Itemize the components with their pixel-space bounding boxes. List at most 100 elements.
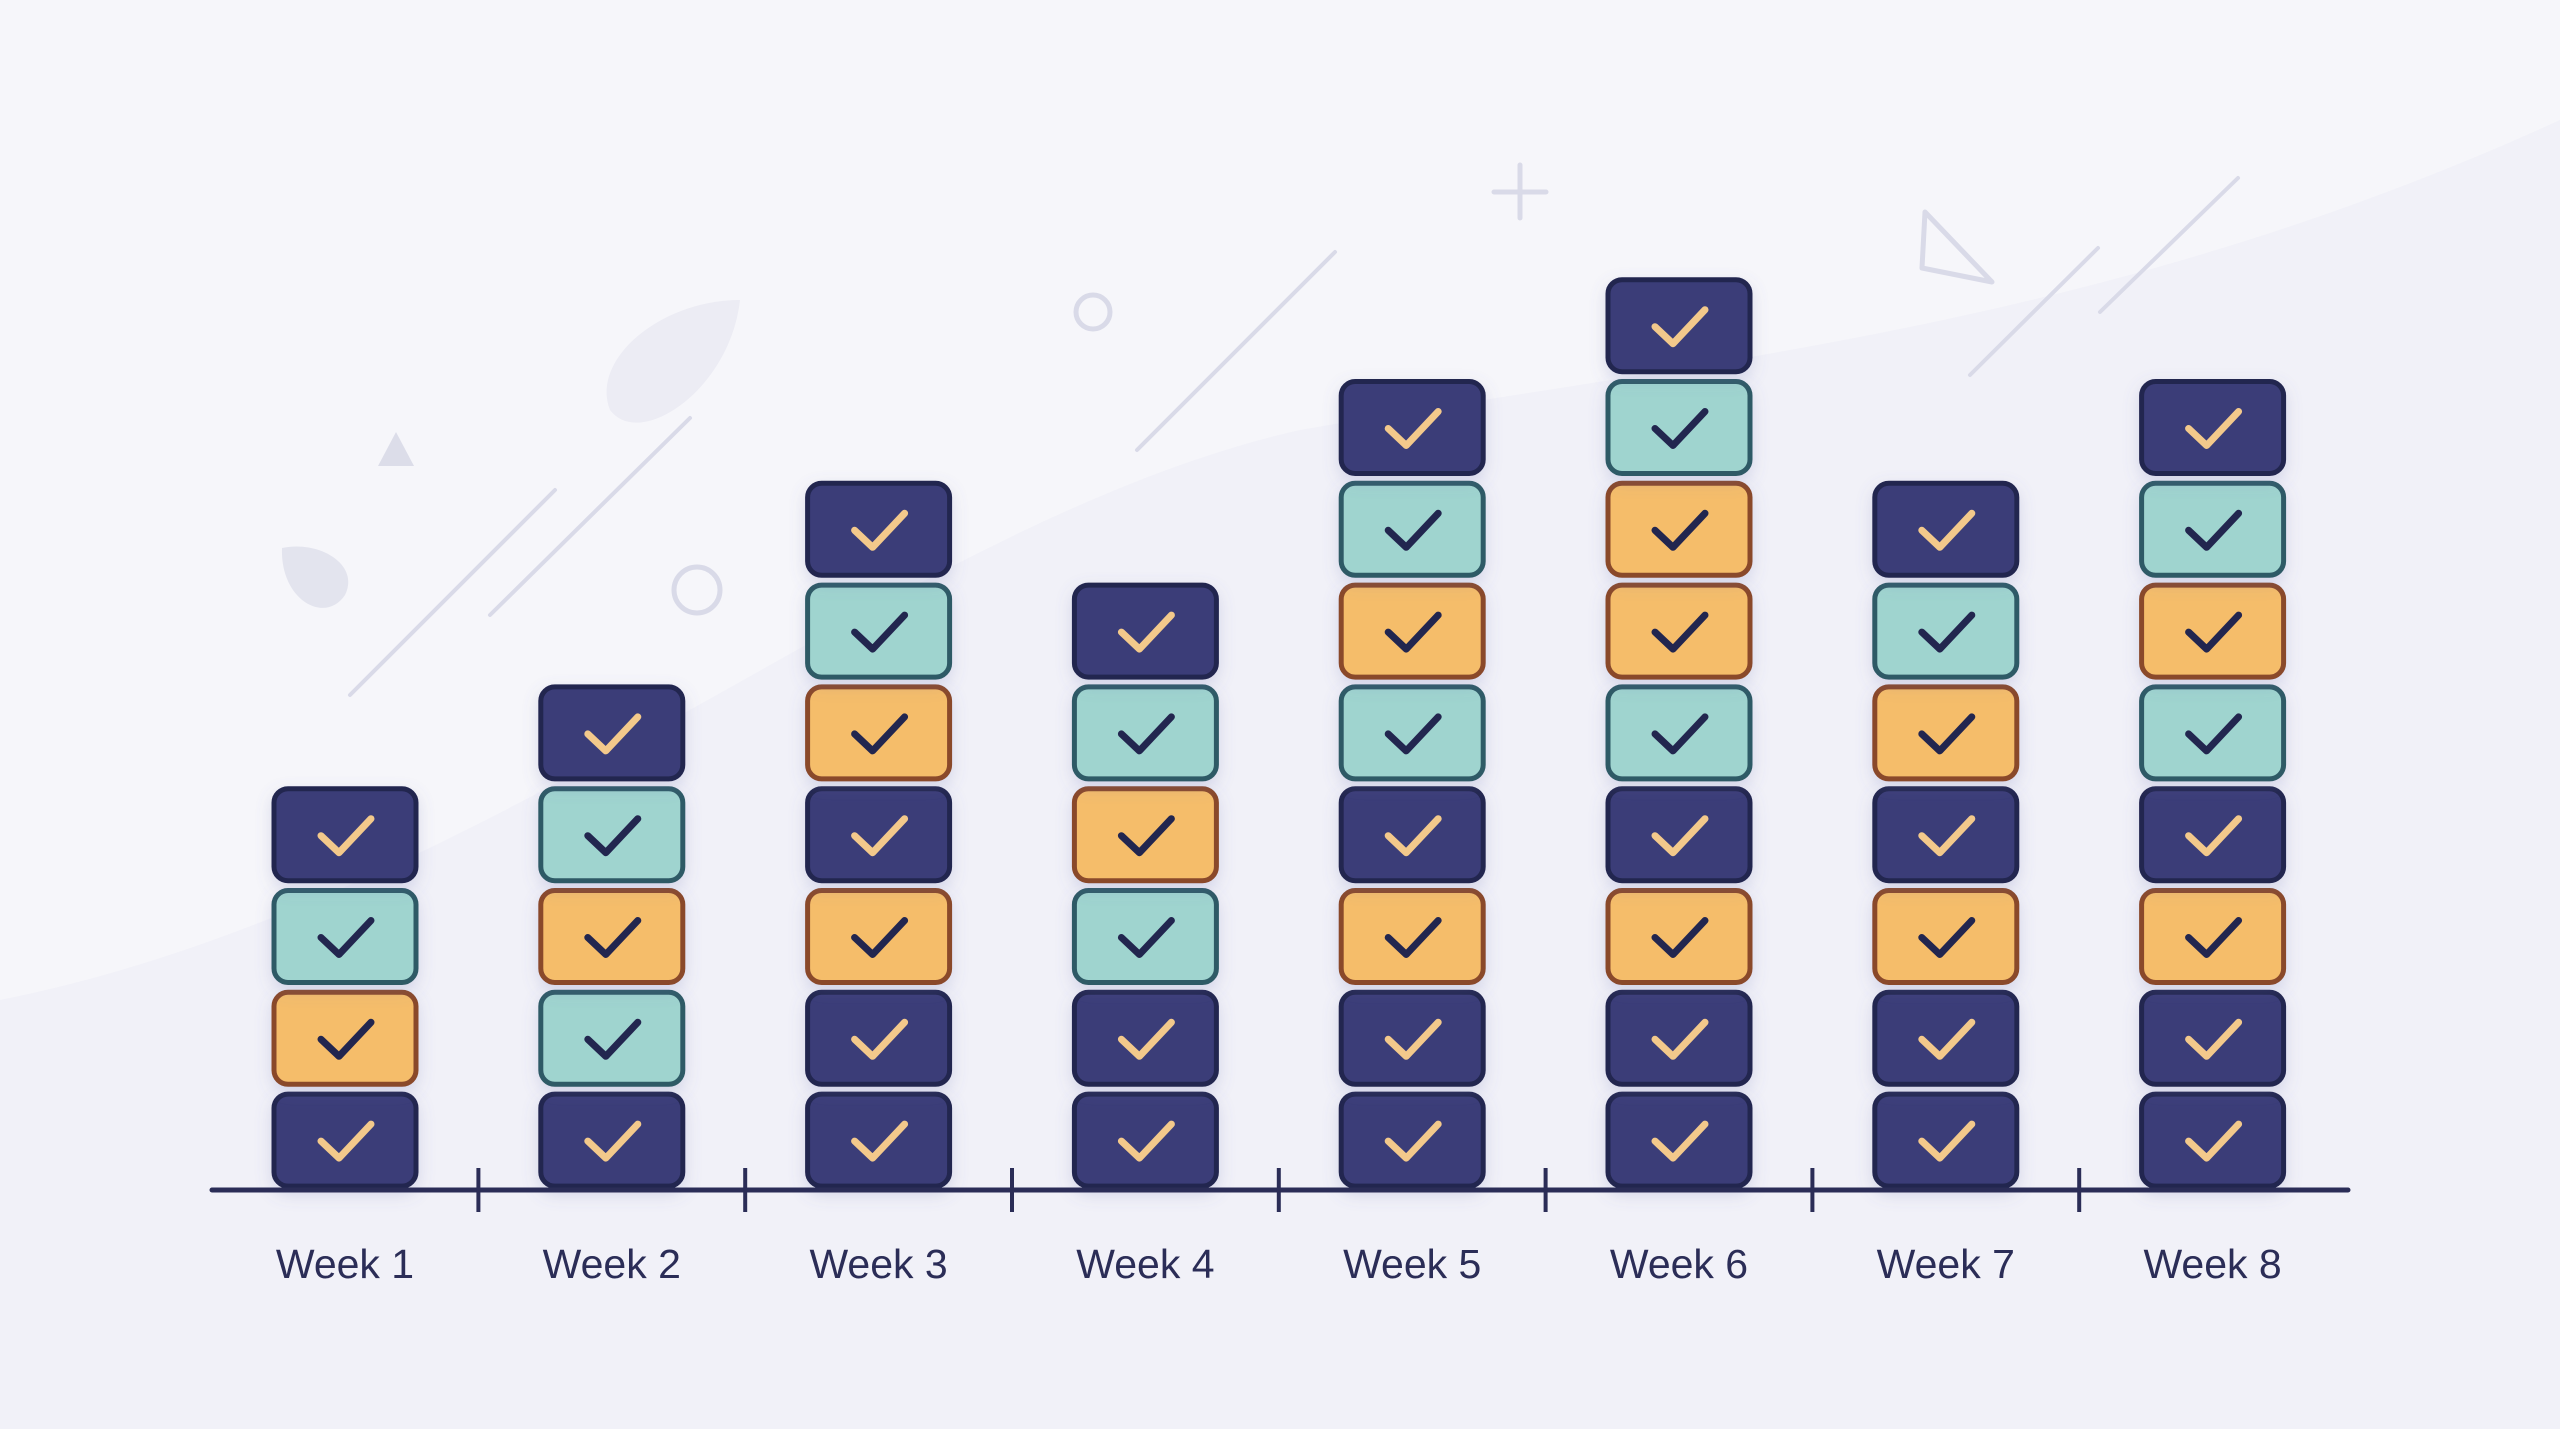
bar-segment <box>1605 379 1753 476</box>
checkmark-icon <box>1918 815 1976 857</box>
bar-segment <box>2139 888 2287 985</box>
x-axis: Week 1 Week 2 Week 3 Week 4 Week 5 Week 6 Week… <box>209 1168 2351 1287</box>
bar-segment <box>805 480 953 578</box>
bar-segment <box>1605 888 1753 985</box>
checkmark-icon <box>1384 815 1442 857</box>
bar-segment <box>271 1091 419 1189</box>
bar-stack-1 <box>271 786 419 1189</box>
bar-segment <box>2139 786 2287 884</box>
checkmark-icon <box>1117 917 1175 958</box>
bar-stack-4 <box>1071 582 1219 1189</box>
bar-segment <box>271 888 419 985</box>
x-tick-label: Week 8 <box>2143 1241 2281 1287</box>
checkmark-icon <box>584 815 642 857</box>
bar-stack-8 <box>2139 379 2287 1189</box>
checkmark-icon <box>2185 611 2243 653</box>
checkmark-icon <box>1651 408 1709 449</box>
decor-line <box>348 488 557 697</box>
checkmark-icon <box>584 917 642 958</box>
checkmark-icon <box>1384 1018 1442 1060</box>
bar-segment <box>1338 1091 1486 1189</box>
bar-stack-6 <box>1605 277 1753 1189</box>
x-tick-label: Week 5 <box>1343 1241 1481 1287</box>
decor-leaf-shape <box>606 300 740 423</box>
decor-triangle-icon <box>378 432 414 466</box>
checkmark-icon <box>584 1018 642 1060</box>
bar-segment <box>1071 786 1219 884</box>
x-tick-label: Week 7 <box>1877 1241 2015 1287</box>
checkmark-icon <box>1117 815 1175 857</box>
bar-segment <box>1605 786 1753 884</box>
bar-segment <box>1338 684 1486 782</box>
bar-segment <box>538 888 686 985</box>
bar-segment <box>1338 582 1486 680</box>
bar-segment <box>805 582 953 680</box>
bar-stack-3 <box>805 480 953 1189</box>
bar-segment <box>1071 1091 1219 1189</box>
checkmark-icon <box>2185 1018 2243 1060</box>
decor-circle <box>671 564 723 616</box>
bar-segment <box>2139 379 2287 476</box>
checkmark-icon <box>1384 713 1442 755</box>
bar-segment <box>1872 480 2020 578</box>
bar-segment <box>1071 582 1219 680</box>
checkmark-icon <box>1918 1018 1976 1060</box>
checkmark-icon <box>851 815 909 857</box>
bar-segment <box>1071 989 1219 1087</box>
checkmark-icon <box>1384 917 1442 958</box>
checkmark-icon <box>1651 713 1709 755</box>
decor-line <box>1968 246 2100 377</box>
checkmark-icon <box>1918 611 1976 653</box>
checkmark-icon <box>1918 917 1976 958</box>
bar-segment <box>1872 582 2020 680</box>
checkmark-icon <box>2185 815 2243 857</box>
checkmark-icon <box>1384 509 1442 551</box>
checkmark-icon <box>1651 509 1709 551</box>
bar-segment <box>1605 277 1753 375</box>
bar-segment <box>805 684 953 782</box>
bar-segment <box>2139 480 2287 578</box>
bar-stacks <box>271 277 2287 1189</box>
checkmark-icon <box>1918 1120 1976 1162</box>
bar-segment <box>271 989 419 1087</box>
bar-segment <box>1338 480 1486 578</box>
checkmark-icon <box>317 1120 375 1162</box>
bar-segment <box>1605 480 1753 578</box>
checkmark-icon <box>1384 1120 1442 1162</box>
bar-segment <box>538 786 686 884</box>
checkmark-icon <box>1117 611 1175 653</box>
checkmark-icon <box>2185 917 2243 958</box>
bar-segment <box>1071 888 1219 985</box>
checkmark-icon <box>317 917 375 958</box>
bar-segment <box>1872 786 2020 884</box>
bar-segment <box>2139 684 2287 782</box>
bar-stack-2 <box>538 684 686 1189</box>
checkmark-icon <box>584 713 642 755</box>
checkmark-icon <box>317 815 375 857</box>
bar-segment <box>271 786 419 884</box>
checkmark-icon <box>1384 408 1442 449</box>
bar-segment <box>805 1091 953 1189</box>
decor-triangle-icon <box>1919 209 1995 285</box>
checkmark-icon <box>2185 408 2243 449</box>
checkmark-icon <box>1117 1120 1175 1162</box>
bar-segment <box>1605 1091 1753 1189</box>
bar-segment <box>538 684 686 782</box>
bar-segment <box>805 786 953 884</box>
bar-segment <box>1338 989 1486 1087</box>
checkmark-icon <box>1384 611 1442 653</box>
bar-segment <box>1872 888 2020 985</box>
bar-segment <box>1605 989 1753 1087</box>
decor-leaf-shape <box>281 546 349 608</box>
bar-segment <box>805 989 953 1087</box>
decor-line <box>2098 176 2240 314</box>
checkmark-icon <box>2185 1120 2243 1162</box>
checkmark-icon <box>1651 1018 1709 1060</box>
bar-segment <box>1605 684 1753 782</box>
bar-stack-5 <box>1338 379 1486 1189</box>
checkmark-icon <box>851 509 909 551</box>
checkmark-icon <box>2185 509 2243 551</box>
bar-segment <box>1338 379 1486 476</box>
